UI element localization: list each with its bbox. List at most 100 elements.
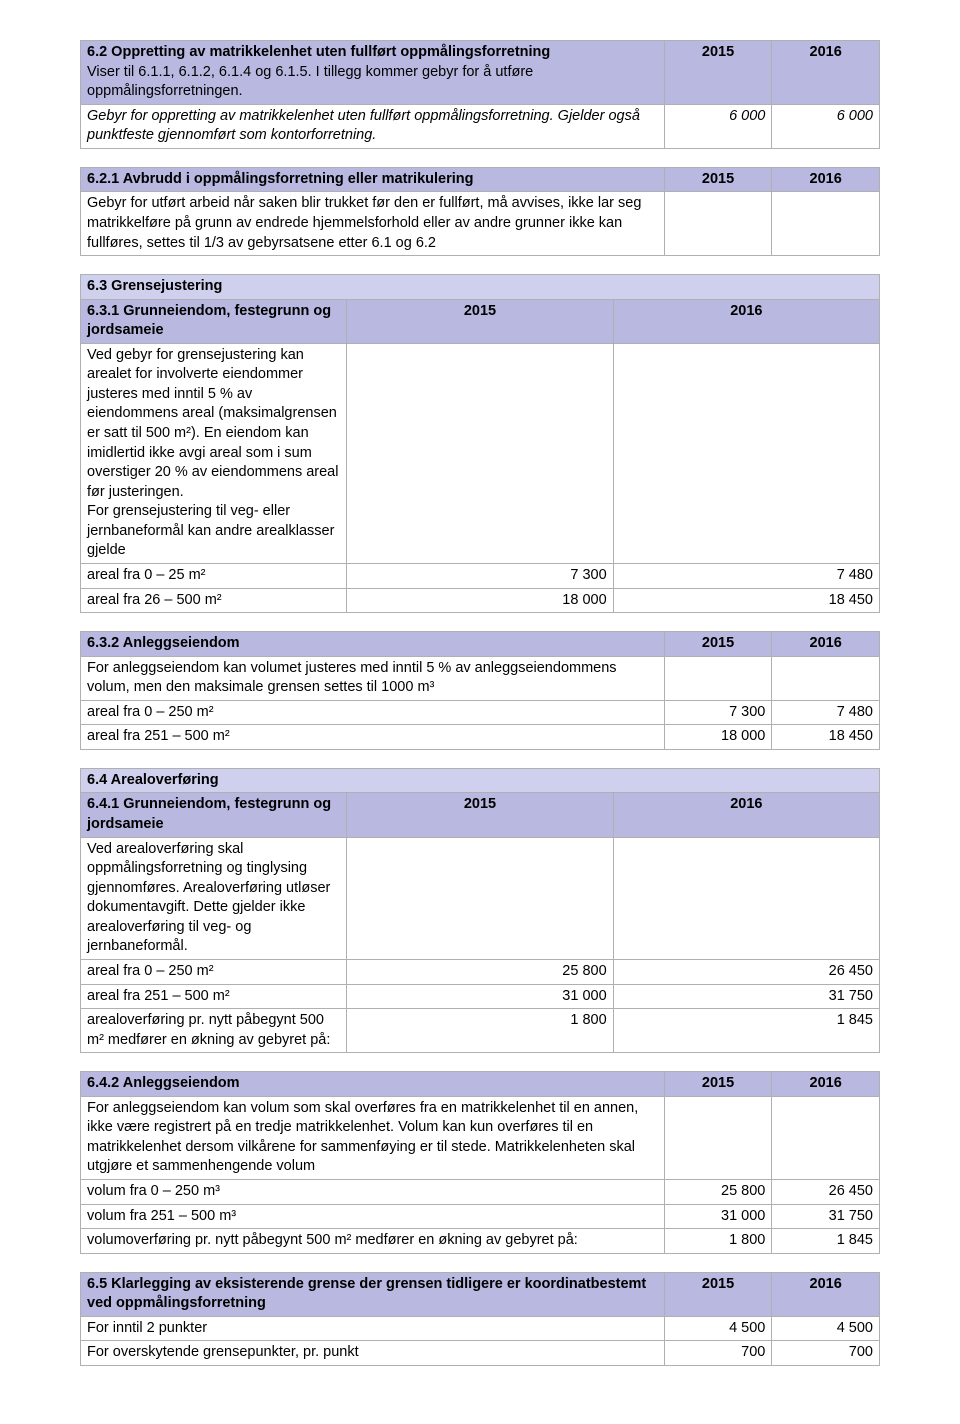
fee-table: 6.2 Oppretting av matrikkelenhet uten fu… bbox=[80, 40, 880, 149]
row-value-2015: 31 000 bbox=[664, 1204, 772, 1229]
row-value-2015: 31 000 bbox=[347, 984, 613, 1009]
table-row: areal fra 0 – 25 m²7 3007 480 bbox=[81, 563, 880, 588]
table-header-year2: 2016 bbox=[772, 1272, 880, 1316]
fee-table: 6.3 Grensejustering6.3.1 Grunneiendom, f… bbox=[80, 274, 880, 613]
row-description: areal fra 26 – 500 m² bbox=[81, 588, 347, 613]
row-description: areal fra 0 – 250 m² bbox=[81, 700, 665, 725]
table-row: areal fra 251 – 500 m²18 00018 450 bbox=[81, 725, 880, 750]
row-value-2015: 18 000 bbox=[347, 588, 613, 613]
table-header-row: 6.3.1 Grunneiendom, festegrunn og jordsa… bbox=[81, 299, 880, 343]
row-description: areal fra 0 – 25 m² bbox=[81, 563, 347, 588]
row-description: areal fra 251 – 500 m² bbox=[81, 984, 347, 1009]
row-value-2015: 4 500 bbox=[664, 1316, 772, 1341]
table-row: Gebyr for utført arbeid når saken blir t… bbox=[81, 192, 880, 256]
row-value-2016 bbox=[613, 837, 879, 959]
section-subheader: 6.3 Grensejustering bbox=[81, 275, 880, 300]
row-value-2016: 700 bbox=[772, 1341, 880, 1366]
row-description: volumoverføring pr. nytt påbegynt 500 m²… bbox=[81, 1229, 665, 1254]
row-value-2016: 1 845 bbox=[613, 1009, 879, 1053]
row-description: Gebyr for utført arbeid når saken blir t… bbox=[81, 192, 665, 256]
row-description: For anleggseiendom kan volumet justeres … bbox=[81, 656, 665, 700]
table-row: Ved arealoverføring skal oppmålingsforre… bbox=[81, 837, 880, 959]
table-header-row: 6.2.1 Avbrudd i oppmålingsforretning ell… bbox=[81, 167, 880, 192]
row-value-2016: 18 450 bbox=[613, 588, 879, 613]
row-value-2015: 25 800 bbox=[664, 1180, 772, 1205]
row-value-2016: 18 450 bbox=[772, 725, 880, 750]
fee-table: 6.4.2 Anleggseiendom20152016For anleggse… bbox=[80, 1071, 880, 1254]
fee-table: 6.3.2 Anleggseiendom20152016For anleggse… bbox=[80, 631, 880, 750]
row-value-2016: 31 750 bbox=[613, 984, 879, 1009]
table-row: volum fra 251 – 500 m³31 00031 750 bbox=[81, 1204, 880, 1229]
table-header-title: 6.2.1 Avbrudd i oppmålingsforretning ell… bbox=[81, 167, 665, 192]
table-header-title: 6.4.2 Anleggseiendom bbox=[81, 1072, 665, 1097]
table-header-year2: 2016 bbox=[613, 793, 879, 837]
table-row: For anleggseiendom kan volumet justeres … bbox=[81, 656, 880, 700]
table-row: volum fra 0 – 250 m³25 80026 450 bbox=[81, 1180, 880, 1205]
table-header-title: 6.3.1 Grunneiendom, festegrunn og jordsa… bbox=[81, 299, 347, 343]
row-value-2016 bbox=[772, 656, 880, 700]
row-value-2015: 7 300 bbox=[347, 563, 613, 588]
fee-table: 6.5 Klarlegging av eksisterende grense d… bbox=[80, 1272, 880, 1366]
table-row: For overskytende grensepunkter, pr. punk… bbox=[81, 1341, 880, 1366]
row-value-2016 bbox=[772, 192, 880, 256]
table-header-year1: 2015 bbox=[664, 1272, 772, 1316]
row-description: For overskytende grensepunkter, pr. punk… bbox=[81, 1341, 665, 1366]
table-header-row: 6.3.2 Anleggseiendom20152016 bbox=[81, 632, 880, 657]
row-value-2016: 7 480 bbox=[772, 700, 880, 725]
table-row: Gebyr for oppretting av matrikkelenhet u… bbox=[81, 104, 880, 148]
table-header-title: 6.3.2 Anleggseiendom bbox=[81, 632, 665, 657]
row-value-2015: 25 800 bbox=[347, 959, 613, 984]
row-value-2016: 6 000 bbox=[772, 104, 880, 148]
table-header-year2: 2016 bbox=[772, 167, 880, 192]
table-header-row: 6.5 Klarlegging av eksisterende grense d… bbox=[81, 1272, 880, 1316]
fee-table: 6.4 Arealoverføring6.4.1 Grunneiendom, f… bbox=[80, 768, 880, 1053]
table-header-year2: 2016 bbox=[772, 632, 880, 657]
row-value-2016: 31 750 bbox=[772, 1204, 880, 1229]
table-row: For inntil 2 punkter4 5004 500 bbox=[81, 1316, 880, 1341]
row-value-2015: 1 800 bbox=[347, 1009, 613, 1053]
row-value-2016 bbox=[772, 1096, 880, 1179]
table-row: Ved gebyr for grensejustering kan areale… bbox=[81, 343, 880, 563]
table-header-title: 6.4.1 Grunneiendom, festegrunn og jordsa… bbox=[81, 793, 347, 837]
table-row: arealoverføring pr. nytt påbegynt 500 m²… bbox=[81, 1009, 880, 1053]
row-value-2015: 18 000 bbox=[664, 725, 772, 750]
row-description: arealoverføring pr. nytt påbegynt 500 m²… bbox=[81, 1009, 347, 1053]
row-value-2016: 26 450 bbox=[772, 1180, 880, 1205]
table-row: areal fra 0 – 250 m²25 80026 450 bbox=[81, 959, 880, 984]
table-header-year1: 2015 bbox=[664, 1072, 772, 1097]
row-value-2015: 7 300 bbox=[664, 700, 772, 725]
fee-table: 6.2.1 Avbrudd i oppmålingsforretning ell… bbox=[80, 167, 880, 256]
table-header-title: 6.2 Oppretting av matrikkelenhet uten fu… bbox=[81, 41, 665, 105]
table-header-row: 6.4.1 Grunneiendom, festegrunn og jordsa… bbox=[81, 793, 880, 837]
table-header-year1: 2015 bbox=[664, 41, 772, 105]
row-description: For inntil 2 punkter bbox=[81, 1316, 665, 1341]
table-header-year2: 2016 bbox=[613, 299, 879, 343]
row-description: Ved gebyr for grensejustering kan areale… bbox=[81, 343, 347, 563]
table-row: areal fra 26 – 500 m²18 00018 450 bbox=[81, 588, 880, 613]
row-value-2016: 1 845 bbox=[772, 1229, 880, 1254]
table-row: areal fra 0 – 250 m²7 3007 480 bbox=[81, 700, 880, 725]
row-value-2015 bbox=[664, 656, 772, 700]
row-value-2015 bbox=[347, 343, 613, 563]
table-header-year1: 2015 bbox=[664, 167, 772, 192]
table-header-year1: 2015 bbox=[664, 632, 772, 657]
row-value-2015: 1 800 bbox=[664, 1229, 772, 1254]
table-row: volumoverføring pr. nytt påbegynt 500 m²… bbox=[81, 1229, 880, 1254]
table-header-year2: 2016 bbox=[772, 41, 880, 105]
table-row: For anleggseiendom kan volum som skal ov… bbox=[81, 1096, 880, 1179]
document-root: 6.2 Oppretting av matrikkelenhet uten fu… bbox=[80, 40, 880, 1366]
row-value-2016: 26 450 bbox=[613, 959, 879, 984]
table-header-row: 6.2 Oppretting av matrikkelenhet uten fu… bbox=[81, 41, 880, 105]
table-header-year2: 2016 bbox=[772, 1072, 880, 1097]
table-header-year1: 2015 bbox=[347, 793, 613, 837]
section-subheader-cell: 6.3 Grensejustering bbox=[81, 275, 880, 300]
row-description: Gebyr for oppretting av matrikkelenhet u… bbox=[81, 104, 665, 148]
table-header-row: 6.4.2 Anleggseiendom20152016 bbox=[81, 1072, 880, 1097]
section-subheader: 6.4 Arealoverføring bbox=[81, 768, 880, 793]
table-header-year1: 2015 bbox=[347, 299, 613, 343]
row-value-2016: 4 500 bbox=[772, 1316, 880, 1341]
row-value-2015 bbox=[664, 1096, 772, 1179]
row-description: Ved arealoverføring skal oppmålingsforre… bbox=[81, 837, 347, 959]
row-description: For anleggseiendom kan volum som skal ov… bbox=[81, 1096, 665, 1179]
row-description: areal fra 0 – 250 m² bbox=[81, 959, 347, 984]
